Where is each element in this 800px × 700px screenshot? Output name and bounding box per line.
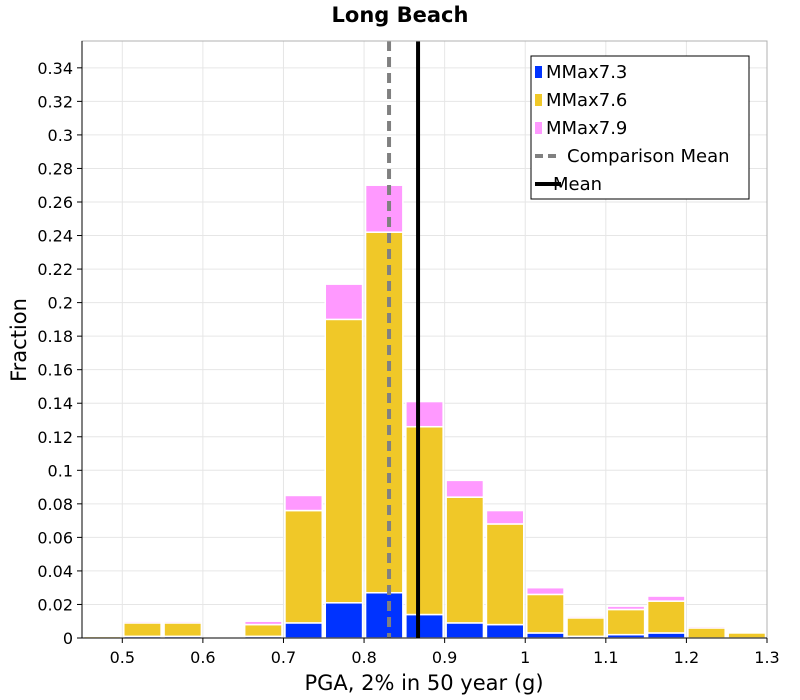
y-axis-label: Fraction [7,298,31,382]
bar-mmax7-9 [606,605,646,611]
x-tick-label: 0.8 [351,648,376,667]
bar-mmax7-9 [525,586,565,596]
bar-mmax7-6 [364,231,404,594]
y-tick-label: 0.3 [48,126,73,145]
y-tick-label: 0.04 [37,562,73,581]
bar-mmax7-3 [485,623,525,639]
x-tick-label: 0.7 [271,648,296,667]
legend-label: Comparison Mean [567,146,730,167]
bar-mmax7-6 [525,593,565,634]
bar-mmax7-6 [324,318,364,604]
bar-mmax7-9 [485,509,525,525]
bars [82,184,767,639]
bar-mmax7-6 [445,496,485,624]
bar-mmax7-3 [284,622,324,639]
y-tick-label: 0.1 [48,461,73,480]
bar-mmax7-6 [163,622,203,638]
y-tick-label: 0.08 [37,495,73,514]
bar-mmax7-9 [445,479,485,498]
x-tick-label: 0.5 [110,648,135,667]
bar-mmax7-6 [646,600,686,634]
bar-mmax7-3 [646,632,686,639]
y-tick-label: 0.24 [37,227,73,246]
bar-mmax7-6 [606,608,646,636]
bar-mmax7-6 [566,617,606,638]
bar-mmax7-3 [525,632,565,639]
y-tick-label: 0.32 [37,92,73,111]
bar-mmax7-9 [243,620,283,626]
bar-mmax7-9 [687,625,726,629]
bar-mmax7-6 [485,523,525,626]
bar-mmax7-6 [123,622,162,638]
x-tick-label: 1.1 [593,648,618,667]
chart-title: Long Beach [332,3,469,27]
legend: MMax7.3 MMax7.6 MMax7.9 Comparison Mean Mean [530,55,750,200]
legend-swatch [535,66,542,78]
bar-mmax7-6 [687,627,726,639]
y-tick-label: 0.34 [37,59,73,78]
legend-label: MMax7.3 [546,62,627,83]
x-tick-label: 1.2 [674,648,699,667]
y-tick-label: 0.14 [37,394,73,413]
x-tick-label: 0.6 [190,648,215,667]
x-axis-label: PGA, 2% in 50 year (g) [304,671,543,695]
x-tick-label: 1 [520,648,530,667]
legend-box [530,55,750,200]
bar-mmax7-6 [727,632,767,639]
bar-mmax7-3 [405,613,444,639]
y-tick-label: 0.22 [37,260,73,279]
bar-mmax7-9 [324,283,364,321]
x-tick-label: 0.9 [432,648,457,667]
bar-mmax7-6 [243,623,283,638]
y-tick-label: 0.16 [37,361,73,380]
bar-mmax7-9 [123,620,162,624]
bar-mmax7-9 [364,184,404,233]
legend-swatch [535,94,542,106]
bar-mmax7-9 [284,494,324,512]
bar-mmax7-3 [364,591,404,639]
legend-label: Mean [553,174,602,195]
legend-label: MMax7.9 [546,118,627,139]
bar-mmax7-3 [445,622,485,639]
y-tick-label: 0 [63,629,73,648]
bar-mmax7-3 [324,602,364,639]
legend-swatch [535,122,542,134]
bar-mmax7-9 [646,595,686,602]
bar-mmax7-6 [284,509,324,624]
y-tick-label: 0.06 [37,528,73,547]
y-tick-label: 0.12 [37,428,73,447]
x-tick-label: 1.3 [754,648,779,667]
bar-mmax7-9 [405,400,444,428]
y-tick-label: 0.28 [37,159,73,178]
legend-label: MMax7.6 [546,90,627,111]
reference-lines [387,41,421,638]
grid [82,41,768,639]
y-tick-label: 0.18 [37,327,73,346]
bar-mmax7-9 [163,620,203,624]
y-tick-label: 0.26 [37,193,73,212]
y-tick-label: 0.02 [37,595,73,614]
axis-ticks: 0 0.02 0.04 0.06 0.08 0.1 0.12 0.14 0.16 0.18 0.2 0… [37,41,780,667]
bar-mmax7-6 [405,425,444,616]
y-tick-label: 0.2 [48,294,73,313]
bar-mmax7-9 [566,615,606,619]
